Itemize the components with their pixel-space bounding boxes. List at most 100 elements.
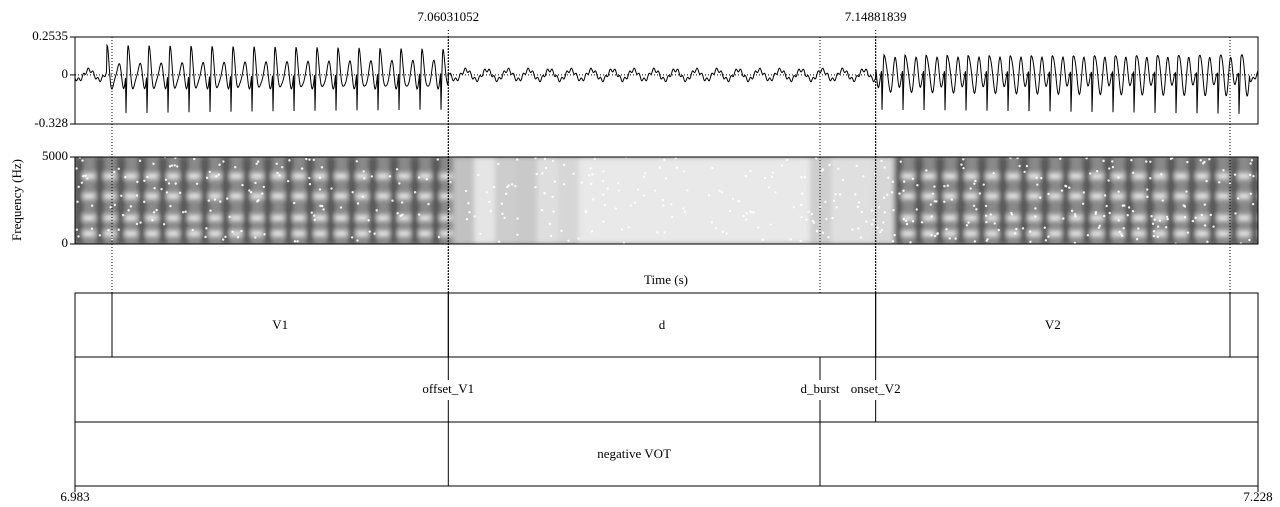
formant [1112, 214, 1124, 221]
formant [1112, 193, 1124, 200]
speckle [293, 201, 296, 205]
noise [537, 157, 558, 244]
speckle [587, 174, 591, 177]
formant [335, 230, 347, 237]
waveform-tick-label: 0 [62, 66, 69, 81]
speckle [1089, 172, 1092, 175]
speckle [683, 210, 687, 213]
speckle [1248, 173, 1252, 177]
speckle [401, 213, 404, 216]
speckle [1044, 239, 1048, 242]
speckle [720, 190, 724, 194]
formant [209, 193, 221, 200]
formant [230, 230, 242, 237]
speckle [1021, 227, 1025, 230]
speckle [117, 228, 120, 231]
speckle [902, 189, 905, 192]
speckle [627, 226, 630, 229]
point-label: d_burst [801, 381, 840, 396]
speckle [933, 234, 937, 238]
formant [440, 193, 452, 200]
speckle [1233, 173, 1237, 176]
speckle [535, 172, 538, 176]
formant [293, 230, 305, 237]
speckle [310, 211, 313, 214]
speckle [350, 236, 354, 239]
speckle [644, 172, 647, 175]
speckle [768, 186, 771, 189]
formant [965, 193, 977, 200]
speckle [792, 206, 796, 209]
speckle [1200, 213, 1204, 217]
speckle [504, 192, 508, 196]
speckle [810, 212, 814, 216]
waveform-frame [74, 36, 1259, 125]
speckle [503, 216, 506, 220]
speckle [173, 164, 176, 167]
formant [230, 214, 242, 221]
formant [377, 214, 389, 221]
speckle [1108, 167, 1111, 170]
speckle [113, 170, 116, 174]
striation [1125, 157, 1133, 244]
speckle [714, 227, 718, 230]
speckle [1203, 203, 1207, 206]
speckle [617, 181, 620, 185]
speckle [249, 191, 253, 194]
speckle [589, 167, 592, 170]
speckle [248, 189, 251, 192]
speckle [832, 199, 836, 203]
speckle [920, 221, 924, 224]
speckle [617, 189, 621, 192]
speckle [208, 170, 212, 174]
speckle [479, 232, 482, 235]
speckle [1131, 210, 1135, 213]
speckle [167, 182, 171, 185]
speckle [969, 187, 972, 190]
speckle [1152, 230, 1156, 233]
speckle [824, 200, 827, 204]
formant [167, 193, 179, 200]
formant [1070, 214, 1082, 221]
formant [230, 173, 242, 180]
frequency-label: Frequency (Hz) [9, 159, 24, 241]
formant [125, 173, 137, 180]
speckle [800, 216, 803, 219]
striation [1167, 157, 1175, 244]
speckle [427, 202, 430, 206]
speckle [1202, 162, 1205, 165]
formant [1049, 173, 1061, 180]
formant [335, 214, 347, 221]
speckle [207, 199, 211, 202]
formant [251, 193, 263, 200]
speckle [413, 191, 417, 194]
speckle [882, 196, 886, 199]
speckle [1127, 206, 1131, 209]
speckle [757, 226, 760, 229]
speckle [601, 179, 605, 183]
formant [1196, 230, 1208, 237]
striation [1062, 157, 1070, 244]
speckle [241, 183, 244, 187]
point-label: onset_V2 [851, 381, 901, 396]
speckle [876, 226, 879, 229]
speckle [553, 180, 557, 183]
speckle [153, 186, 156, 190]
speckle [436, 158, 439, 161]
speckle [642, 175, 646, 178]
speckle [152, 211, 156, 214]
formant [1028, 193, 1040, 200]
speckle [516, 158, 519, 161]
speckle [534, 157, 537, 160]
speckle [982, 183, 985, 186]
speckle [143, 179, 146, 182]
speckle [169, 204, 172, 208]
striation [894, 157, 902, 244]
speckle [622, 241, 626, 244]
speckle [1111, 160, 1114, 163]
formant [83, 214, 95, 221]
waveform-tick-label: -0.328 [34, 115, 68, 130]
speckle [1094, 212, 1097, 215]
speckle [1117, 176, 1120, 179]
speckle [562, 183, 566, 186]
